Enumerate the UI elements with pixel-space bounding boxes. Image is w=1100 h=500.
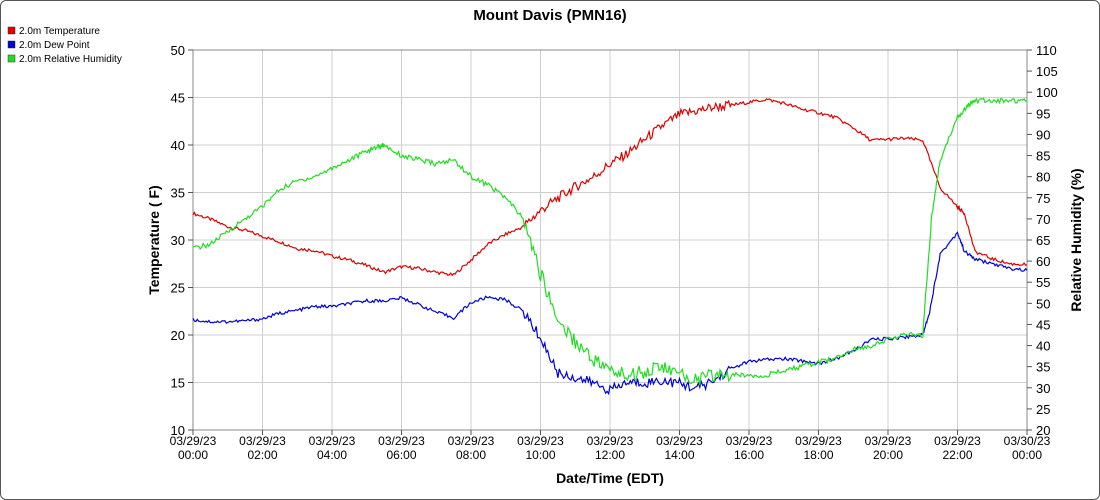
y-tick-label: 10 [171, 423, 185, 438]
series-line-1 [192, 98, 1028, 277]
y2-tick-label: 30 [1036, 381, 1050, 396]
x-tick-date: 03/29/23 [726, 434, 773, 448]
x-tick-date: 03/29/23 [517, 434, 564, 448]
y2-tick-label: 75 [1036, 191, 1050, 206]
y-tick-label: 20 [171, 328, 185, 343]
legend-label: 2.0m Dew Point [19, 40, 90, 51]
x-tick-time: 08:00 [456, 448, 486, 462]
legend-label: 2.0m Relative Humidity [19, 54, 122, 65]
right-axis-ticks: 20 25 30 35 40 45 50 55 60 65 70 75 80 85 90 95 100 105 11… [1027, 43, 1058, 438]
x-axis-title: Date/Time (EDT) [556, 470, 664, 486]
y2-tick-label: 55 [1036, 275, 1050, 290]
y2-tick-label: 45 [1036, 317, 1050, 332]
x-tick-date: 03/29/23 [239, 434, 286, 448]
y-tick-label: 30 [171, 233, 185, 248]
x-tick-time: 18:00 [803, 448, 833, 462]
x-tick-date: 03/29/23 [170, 434, 217, 448]
y-tick-label: 25 [171, 281, 185, 296]
x-tick-time: 06:00 [386, 448, 416, 462]
y2-tick-label: 20 [1036, 423, 1050, 438]
x-tick-time: 04:00 [317, 448, 347, 462]
y2-tick-label: 90 [1036, 127, 1050, 142]
series-lines [192, 97, 1028, 396]
x-tick-date: 03/29/23 [934, 434, 981, 448]
legend-swatch [7, 26, 16, 35]
y2-tick-label: 100 [1036, 85, 1058, 100]
y2-tick-label: 40 [1036, 339, 1050, 354]
legend-label: 2.0m Temperature [19, 26, 100, 37]
x-tick-date: 03/29/23 [378, 434, 425, 448]
y-axis-title: Temperature ( F) [146, 185, 162, 294]
y2-tick-label: 70 [1036, 212, 1050, 227]
x-tick-date: 03/29/23 [309, 434, 356, 448]
x-tick-time: 00:00 [178, 448, 208, 462]
x-tick-time: 22:00 [942, 448, 972, 462]
y2-tick-label: 35 [1036, 360, 1050, 375]
y-tick-label: 40 [171, 138, 185, 153]
y2-tick-label: 105 [1036, 64, 1058, 79]
y-tick-label: 45 [171, 91, 185, 106]
legend-swatch [7, 54, 16, 63]
y-tick-label: 50 [171, 43, 185, 58]
x-tick-date: 03/29/23 [656, 434, 703, 448]
x-tick-date: 03/29/23 [795, 434, 842, 448]
y2-tick-label: 95 [1036, 106, 1050, 121]
y2-tick-label: 85 [1036, 149, 1050, 164]
y-tick-label: 15 [171, 376, 185, 391]
x-tick-time: 00:00 [1012, 448, 1042, 462]
x-tick-date: 03/29/23 [587, 434, 634, 448]
x-tick-date: 03/29/23 [448, 434, 495, 448]
y2-tick-label: 60 [1036, 254, 1050, 269]
y2-tick-label: 110 [1036, 43, 1057, 58]
y2-tick-label: 25 [1036, 402, 1050, 417]
y2-tick-label: 65 [1036, 233, 1050, 248]
x-tick-time: 20:00 [873, 448, 903, 462]
x-tick-time: 10:00 [525, 448, 555, 462]
legend-swatch [7, 40, 16, 49]
series-line-2 [192, 231, 1028, 396]
chart-grid [192, 49, 1028, 431]
x-tick-time: 12:00 [595, 448, 625, 462]
x-tick-date: 03/30/23 [1004, 434, 1051, 448]
x-tick-time: 02:00 [247, 448, 277, 462]
chart-title: Mount Davis (PMN16) [473, 7, 626, 24]
chart-legend: 2.0m Temperature 2.0m Dew Point 2.0m Relat… [7, 26, 122, 65]
left-axis-ticks: 10 15 20 25 30 35 40 45 50 [171, 43, 193, 438]
x-tick-date: 03/29/23 [865, 434, 912, 448]
series-line-3 [192, 97, 1028, 386]
y2-tick-label: 50 [1036, 296, 1050, 311]
x-tick-time: 14:00 [664, 448, 694, 462]
y2-axis-title: Relative Humidity (%) [1068, 168, 1084, 311]
y-tick-label: 35 [171, 186, 185, 201]
x-axis-ticks: 03/29/2300:0003/29/2302:0003/29/2304:000… [170, 430, 1051, 462]
x-tick-time: 16:00 [734, 448, 764, 462]
y2-tick-label: 80 [1036, 170, 1050, 185]
